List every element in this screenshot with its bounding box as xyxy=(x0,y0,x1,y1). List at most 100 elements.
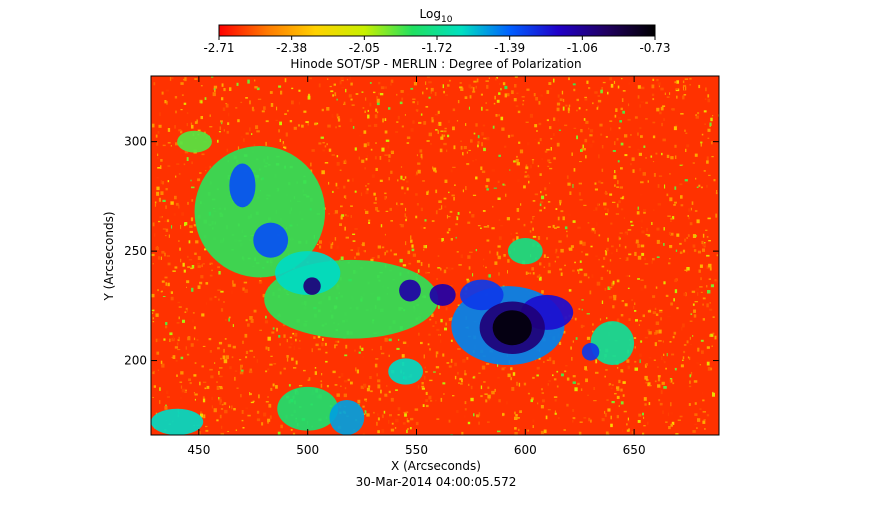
speckle-pixel xyxy=(543,266,545,268)
speckle-pixel xyxy=(205,425,208,428)
speckle-pixel xyxy=(492,205,494,208)
speckle-pixel xyxy=(488,77,490,79)
speckle-pixel xyxy=(321,170,325,175)
speckle-pixel xyxy=(298,101,301,105)
speckle-pixel xyxy=(614,170,616,174)
speckle-pixel xyxy=(656,79,659,82)
speckle-pixel xyxy=(621,98,624,102)
speckle-pixel xyxy=(560,272,563,276)
speckle-pixel xyxy=(269,91,273,94)
speckle-pixel xyxy=(201,153,205,156)
speckle-pixel xyxy=(604,375,606,378)
speckle-pixel xyxy=(393,253,397,256)
speckle-pixel xyxy=(505,284,507,288)
speckle-pixel xyxy=(183,269,186,273)
speckle-pixel xyxy=(183,78,185,81)
speckle-pixel xyxy=(290,429,293,431)
speckle-pixel xyxy=(230,290,234,294)
speckle-pixel xyxy=(185,309,188,314)
speckle-pixel xyxy=(593,400,597,402)
speckle-pixel xyxy=(209,262,213,265)
speckle-pixel xyxy=(537,402,539,405)
speckle-pixel xyxy=(180,130,183,134)
speckle-pixel xyxy=(354,190,357,193)
speckle-pixel xyxy=(220,357,222,360)
speckle-pixel xyxy=(319,240,322,244)
speckle-pixel xyxy=(439,373,441,375)
speckle-pixel xyxy=(364,167,366,170)
speckle-pixel xyxy=(585,155,587,159)
speckle-pixel xyxy=(700,141,703,144)
speckle-pixel xyxy=(457,371,459,375)
speckle-pixel xyxy=(603,257,606,260)
speckle-pixel xyxy=(225,319,227,321)
speckle-pixel xyxy=(377,379,381,383)
speckle-pixel xyxy=(346,78,349,81)
speckle-pixel xyxy=(184,311,187,313)
speckle-pixel xyxy=(425,371,428,373)
speckle-pixel xyxy=(167,262,171,266)
speckle-pixel xyxy=(604,413,607,417)
speckle-pixel xyxy=(514,411,516,415)
x-tick-label: 450 xyxy=(187,443,210,457)
speckle-pixel xyxy=(627,229,632,231)
speckle-pixel xyxy=(186,112,189,114)
speckle-pixel xyxy=(416,260,421,263)
speckle-pixel xyxy=(639,359,641,363)
speckle-pixel xyxy=(187,266,191,268)
speckle-pixel xyxy=(702,399,705,402)
speckle-pixel xyxy=(671,379,673,383)
speckle-pixel xyxy=(595,359,598,364)
speckle-pixel xyxy=(157,131,160,134)
speckle-pixel xyxy=(376,421,378,426)
speckle-pixel xyxy=(422,180,425,182)
speckle-pixel xyxy=(513,160,516,163)
speckle-pixel xyxy=(587,394,589,396)
speckle-pixel xyxy=(380,224,383,228)
speckle-pixel xyxy=(151,309,155,311)
speckle-pixel xyxy=(442,353,445,357)
speckle-pixel xyxy=(255,125,259,130)
speckle-pixel xyxy=(275,119,278,121)
speckle-pixel xyxy=(666,193,669,197)
speckle-pixel xyxy=(572,184,574,188)
speckle-pixel xyxy=(335,340,337,343)
speckle-pixel xyxy=(334,344,336,349)
speckle-pixel xyxy=(178,316,180,320)
speckle-pixel xyxy=(532,216,535,217)
speckle-pixel xyxy=(282,324,286,327)
speckle-pixel xyxy=(334,344,338,346)
speckle-pixel xyxy=(572,269,575,272)
speckle-pixel xyxy=(322,142,325,144)
speckle-pixel xyxy=(245,350,249,354)
speckle-pixel xyxy=(486,178,490,182)
speckle-pixel xyxy=(620,167,623,170)
speckle-pixel xyxy=(444,179,448,183)
speckle-pixel xyxy=(539,203,542,207)
speckle-pixel xyxy=(334,384,338,386)
speckle-pixel xyxy=(236,387,239,389)
speckle-pixel xyxy=(295,338,297,342)
speckle-pixel xyxy=(345,195,347,199)
speckle-pixel xyxy=(578,308,581,310)
speckle-pixel xyxy=(443,142,447,146)
speckle-pixel xyxy=(499,82,501,86)
speckle-pixel xyxy=(656,239,660,244)
speckle-pixel xyxy=(417,269,420,273)
speckle-pixel xyxy=(625,257,629,261)
speckle-pixel xyxy=(340,256,344,260)
speckle-pixel xyxy=(498,236,502,240)
speckle-pixel xyxy=(419,149,423,153)
speckle-pixel xyxy=(601,300,604,304)
speckle-pixel xyxy=(496,77,498,79)
speckle-pixel xyxy=(196,339,199,341)
speckle-pixel xyxy=(473,132,476,135)
speckle-pixel xyxy=(640,340,643,343)
polarization-region xyxy=(329,399,365,435)
speckle-pixel xyxy=(417,101,419,105)
speckle-pixel xyxy=(541,158,543,160)
speckle-pixel xyxy=(641,226,643,229)
speckle-pixel xyxy=(187,336,191,337)
speckle-pixel xyxy=(380,86,385,90)
speckle-pixel xyxy=(167,282,170,287)
